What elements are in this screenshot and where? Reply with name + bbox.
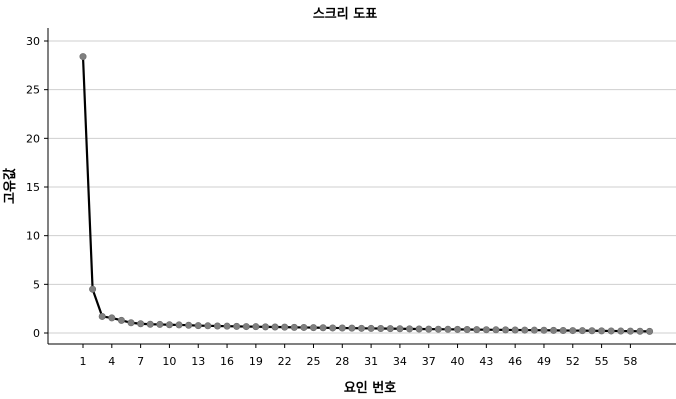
data-point-1 xyxy=(79,53,87,61)
data-point-54 xyxy=(588,327,596,335)
data-point-43 xyxy=(482,326,490,334)
y-axis-title: 고유값 xyxy=(2,168,18,204)
x-tick-label: 40 xyxy=(451,355,465,368)
data-point-47 xyxy=(521,326,529,334)
data-point-59 xyxy=(636,327,644,335)
series-line xyxy=(81,56,650,333)
data-point-15 xyxy=(213,322,221,330)
data-point-16 xyxy=(223,322,231,330)
data-point-36 xyxy=(415,325,423,333)
x-tick-label: 19 xyxy=(249,355,263,368)
data-point-37 xyxy=(425,325,433,333)
data-point-30 xyxy=(357,324,365,332)
x-tick-label: 4 xyxy=(108,355,115,368)
data-point-42 xyxy=(473,326,481,334)
y-tick-label: 0 xyxy=(33,327,40,340)
x-tick-layer: 1 4 7 10 13 16 19 22 25 28 31 34 37 40 43 46 49 52 55 58 xyxy=(80,344,637,368)
data-point-46 xyxy=(511,326,519,334)
data-point-40 xyxy=(454,325,462,333)
x-tick-label: 58 xyxy=(623,355,637,368)
data-point-5 xyxy=(117,316,125,324)
data-point-23 xyxy=(290,323,298,331)
x-tick-label: 22 xyxy=(278,355,292,368)
x-tick-label: 49 xyxy=(537,355,551,368)
data-point-13 xyxy=(194,322,202,330)
x-tick-label: 13 xyxy=(191,355,205,368)
data-point-11 xyxy=(175,321,183,329)
data-point-25 xyxy=(309,324,317,332)
data-point-41 xyxy=(463,325,471,333)
data-point-17 xyxy=(233,322,241,330)
data-point-32 xyxy=(377,325,385,333)
data-point-27 xyxy=(329,324,337,332)
data-point-26 xyxy=(319,324,327,332)
data-point-49 xyxy=(540,326,548,334)
y-tick-label: 5 xyxy=(33,278,40,291)
data-point-8 xyxy=(146,320,154,328)
x-tick-label: 25 xyxy=(306,355,320,368)
data-point-29 xyxy=(348,324,356,332)
x-tick-label: 43 xyxy=(479,355,493,368)
data-point-28 xyxy=(338,324,346,332)
data-point-33 xyxy=(386,325,394,333)
data-point-35 xyxy=(406,325,414,333)
x-tick-label: 34 xyxy=(393,355,407,368)
data-point-31 xyxy=(367,324,375,332)
data-point-9 xyxy=(156,320,164,328)
y-tick-label: 25 xyxy=(26,84,40,97)
data-point-12 xyxy=(185,321,193,329)
data-point-22 xyxy=(281,323,289,331)
data-point-19 xyxy=(252,323,260,331)
x-tick-label: 55 xyxy=(595,355,609,368)
data-point-55 xyxy=(598,327,606,335)
x-tick-label: 16 xyxy=(220,355,234,368)
data-point-3 xyxy=(98,312,106,320)
data-point-57 xyxy=(617,327,625,335)
data-point-21 xyxy=(271,323,279,331)
data-point-14 xyxy=(204,322,212,330)
series-layer xyxy=(79,53,654,335)
x-tick-label: 46 xyxy=(508,355,522,368)
grid-layer xyxy=(48,40,676,334)
data-point-58 xyxy=(626,327,634,335)
data-point-24 xyxy=(300,323,308,331)
x-tick-label: 28 xyxy=(335,355,349,368)
y-tick-label: 10 xyxy=(26,230,40,243)
x-tick-label: 7 xyxy=(137,355,144,368)
y-tick-label: 30 xyxy=(26,35,40,48)
data-point-45 xyxy=(502,326,510,334)
data-point-7 xyxy=(137,320,145,328)
data-point-51 xyxy=(559,326,567,334)
data-point-53 xyxy=(578,327,586,335)
data-point-39 xyxy=(444,325,452,333)
x-axis-title: 요인 번호 xyxy=(344,380,396,396)
data-point-4 xyxy=(108,314,116,322)
data-point-60 xyxy=(646,327,654,335)
data-point-48 xyxy=(530,326,538,334)
data-point-56 xyxy=(607,327,615,335)
x-tick-label: 52 xyxy=(566,355,580,368)
y-tick-layer: 0 5 10 15 20 25 30 xyxy=(26,35,48,340)
data-point-6 xyxy=(127,319,135,327)
axis-layer xyxy=(47,28,676,345)
y-tick-label: 15 xyxy=(26,181,40,194)
data-point-44 xyxy=(492,326,500,334)
data-point-50 xyxy=(550,326,558,334)
data-point-38 xyxy=(434,325,442,333)
chart-title: 스크리 도표 xyxy=(313,6,377,22)
data-point-20 xyxy=(261,323,269,331)
data-point-52 xyxy=(569,327,577,335)
data-point-10 xyxy=(165,321,173,329)
x-tick-label: 1 xyxy=(80,355,87,368)
x-tick-label: 10 xyxy=(162,355,176,368)
x-tick-label: 37 xyxy=(422,355,436,368)
x-tick-label: 31 xyxy=(364,355,378,368)
data-point-18 xyxy=(242,323,250,331)
data-point-34 xyxy=(396,325,404,333)
data-point-2 xyxy=(89,285,97,293)
y-tick-label: 20 xyxy=(26,132,40,145)
